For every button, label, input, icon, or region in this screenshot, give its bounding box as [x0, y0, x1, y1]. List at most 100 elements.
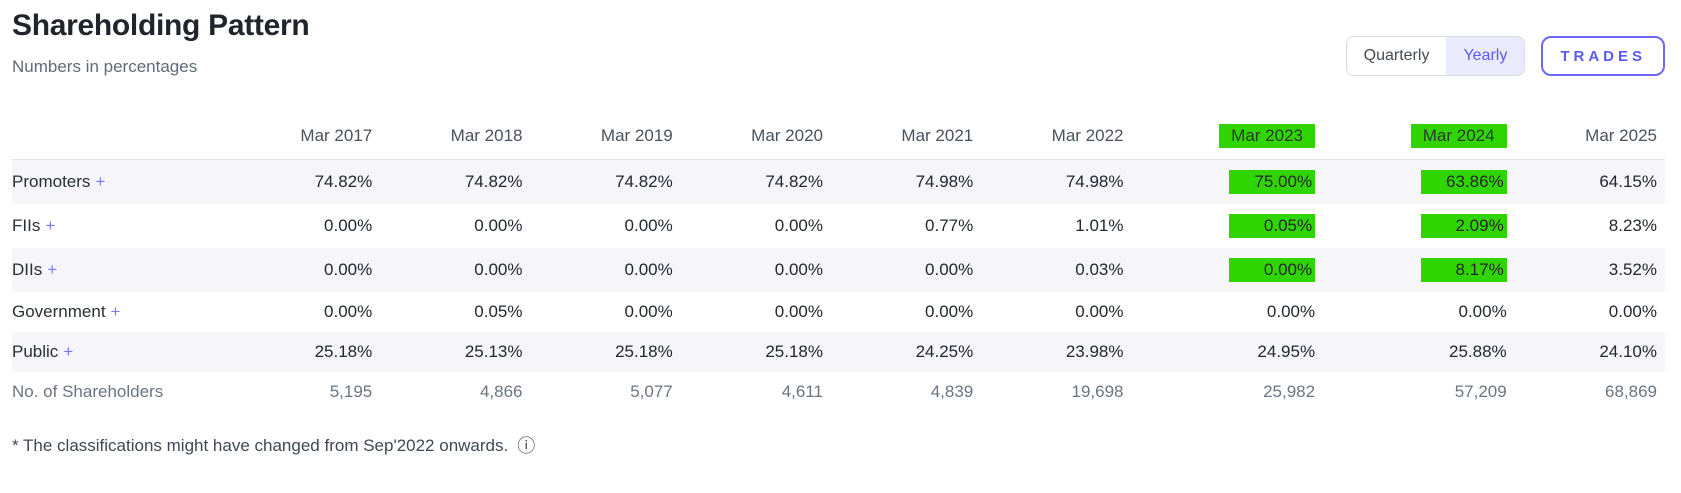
row-label-cell: No. of Shareholders [12, 372, 230, 412]
table-row-promoters: Promoters +74.82% 74.82% 74.82% 74.82% 74.98%… [12, 159, 1665, 205]
table-row-fiis: FIIs +0.00% 0.00% 0.00% 0.00% 0.77% 1.01% 0.05%… [12, 204, 1665, 248]
cell-fiis-mar-2022: 1.01% [1075, 216, 1124, 235]
cell-fiis-mar-2023: 0.05% [1132, 204, 1324, 248]
column-header-mar-2023: Mar 2023 [1131, 115, 1324, 160]
info-icon[interactable]: ⓘ [517, 436, 536, 456]
footnote: * The classifications might have changed… [12, 436, 1665, 456]
cell-diis-mar-2022: 0.03% [1075, 260, 1124, 279]
column-header-mar-2021: Mar 2021 [831, 115, 982, 160]
cell-fiis-mar-2021: 0.77% [925, 216, 974, 235]
corner-cell [12, 115, 230, 160]
cell-public-mar-2022: 23.98% [1065, 342, 1124, 361]
cell-government-mar-2021: 0.00% [925, 302, 974, 321]
expand-plus-icon[interactable]: + [45, 216, 56, 235]
cell-promoters-mar-2022: 74.98% [1065, 172, 1124, 191]
row-label-cell: FIIs + [12, 204, 230, 248]
cell-diis-mar-2020: 0.00% [774, 260, 823, 279]
cell-public-mar-2023: 24.95% [1257, 342, 1316, 361]
highlighted-value: 63.86% [1420, 170, 1507, 194]
cell-promoters-mar-2020: 74.82% [765, 172, 823, 191]
cell-diis-mar-2025: 3.52% [1608, 260, 1657, 279]
row-label-no-of-shareholders: No. of Shareholders [12, 382, 164, 401]
table-head: Mar 2017 Mar 2018 Mar 2019 Mar 2020 Mar 2021… [12, 115, 1665, 160]
cell-government-mar-2017: 0.00% [324, 302, 373, 321]
cell-no-of-shareholders-mar-2018: 4,866 [479, 382, 523, 401]
cell-diis-mar-2024: 8.17% [1323, 248, 1515, 292]
table-body: Promoters +74.82% 74.82% 74.82% 74.82% 74.98%… [12, 159, 1665, 413]
footnote-text: * The classifications might have changed… [12, 436, 509, 455]
column-header-mar-2019: Mar 2019 [530, 115, 681, 160]
cell-promoters-mar-2025: 64.15% [1599, 172, 1657, 191]
cell-government-mar-2020: 0.00% [774, 302, 823, 321]
period-toggle: Quarterly Yearly [1345, 36, 1526, 76]
cell-government-mar-2022: 0.00% [1075, 302, 1124, 321]
cell-government-mar-2018: 0.05% [474, 302, 523, 321]
cell-promoters-mar-2024: 63.86% [1323, 160, 1515, 205]
highlighted-value: 0.00% [1229, 258, 1316, 282]
cell-promoters-mar-2017: 74.82% [314, 172, 373, 191]
column-header-mar-2017: Mar 2017 [230, 115, 381, 160]
row-label-cell: DIIs + [12, 248, 230, 292]
row-label-cell: Public + [12, 332, 230, 372]
row-label-fiis[interactable]: FIIs [12, 216, 41, 235]
cell-diis-mar-2021: 0.00% [925, 260, 974, 279]
expand-plus-icon[interactable]: + [47, 260, 58, 279]
cell-fiis-mar-2017: 0.00% [324, 216, 373, 235]
cell-promoters-mar-2019: 74.82% [615, 172, 673, 191]
highlighted-column-label: Mar 2024 [1410, 124, 1507, 148]
cell-public-mar-2019: 25.18% [615, 342, 673, 361]
page-subtitle: Numbers in percentages [12, 57, 198, 76]
highlighted-value: 0.05% [1229, 214, 1316, 238]
column-header-mar-2022: Mar 2022 [981, 115, 1132, 160]
cell-fiis-mar-2024: 2.09% [1323, 204, 1515, 248]
row-label-diis[interactable]: DIIs [12, 260, 43, 279]
highlighted-value: 75.00% [1229, 170, 1316, 194]
row-label-cell: Promoters + [12, 160, 230, 205]
cell-no-of-shareholders-mar-2024: 57,209 [1454, 382, 1507, 401]
row-label-government[interactable]: Government [12, 302, 106, 321]
cell-fiis-mar-2019: 0.00% [624, 216, 673, 235]
cell-no-of-shareholders-mar-2019: 5,077 [630, 382, 673, 401]
cell-government-mar-2023: 0.00% [1266, 302, 1316, 321]
cell-diis-mar-2019: 0.00% [624, 260, 673, 279]
cell-public-mar-2025: 24.10% [1599, 342, 1657, 361]
cell-government-mar-2024: 0.00% [1458, 302, 1507, 321]
section-header: Shareholding Pattern Numbers in percenta… [12, 8, 1665, 77]
table-header-row: Mar 2017 Mar 2018 Mar 2019 Mar 2020 Mar 2021… [12, 115, 1665, 160]
cell-promoters-mar-2018: 74.82% [464, 172, 523, 191]
row-label-public[interactable]: Public [12, 342, 59, 361]
cell-no-of-shareholders-mar-2020: 4,611 [781, 382, 823, 401]
cell-no-of-shareholders-mar-2017: 5,195 [329, 382, 373, 401]
cell-diis-mar-2023: 0.00% [1132, 248, 1324, 292]
cell-fiis-mar-2025: 8.23% [1608, 216, 1657, 235]
toggle-yearly[interactable]: Yearly [1446, 37, 1525, 75]
table-row-no-of-shareholders: No. of Shareholders 5,195 4,866 5,077 4,611 4… [12, 372, 1665, 412]
highlighted-value: 2.09% [1420, 214, 1507, 238]
expand-plus-icon[interactable]: + [63, 342, 74, 361]
title-block: Shareholding Pattern Numbers in percenta… [12, 8, 310, 77]
expand-plus-icon[interactable]: + [110, 302, 121, 321]
cell-promoters-mar-2023: 75.00% [1132, 160, 1324, 205]
highlighted-value: 8.17% [1420, 258, 1507, 282]
column-header-mar-2025: Mar 2025 [1514, 115, 1665, 160]
highlighted-column-label: Mar 2023 [1219, 124, 1316, 148]
cell-no-of-shareholders-mar-2022: 19,698 [1071, 382, 1124, 401]
page-title: Shareholding Pattern [12, 9, 310, 42]
cell-no-of-shareholders-mar-2023: 25,982 [1263, 382, 1316, 401]
column-header-mar-2018: Mar 2018 [380, 115, 531, 160]
table-row-diis: DIIs +0.00% 0.00% 0.00% 0.00% 0.00% 0.03% 0.00%… [12, 248, 1665, 292]
header-controls: Quarterly Yearly TRADES [1345, 36, 1665, 76]
cell-public-mar-2021: 24.25% [915, 342, 974, 361]
toggle-quarterly[interactable]: Quarterly [1363, 47, 1430, 64]
cell-fiis-mar-2018: 0.00% [474, 216, 523, 235]
column-header-mar-2020: Mar 2020 [680, 115, 831, 160]
expand-plus-icon[interactable]: + [95, 172, 106, 191]
table-row-public: Public +25.18% 25.13% 25.18% 25.18% 24.25% 23.… [12, 332, 1665, 372]
row-label-promoters[interactable]: Promoters [12, 172, 91, 191]
trades-button[interactable]: TRADES [1541, 36, 1665, 76]
shareholding-table: Mar 2017 Mar 2018 Mar 2019 Mar 2020 Mar 2021… [12, 115, 1665, 412]
cell-government-mar-2025: 0.00% [1608, 302, 1657, 321]
cell-public-mar-2024: 25.88% [1449, 342, 1507, 361]
table-row-government: Government +0.00% 0.05% 0.00% 0.00% 0.00% 0.00… [12, 292, 1665, 332]
cell-no-of-shareholders-mar-2021: 4,839 [930, 382, 974, 401]
